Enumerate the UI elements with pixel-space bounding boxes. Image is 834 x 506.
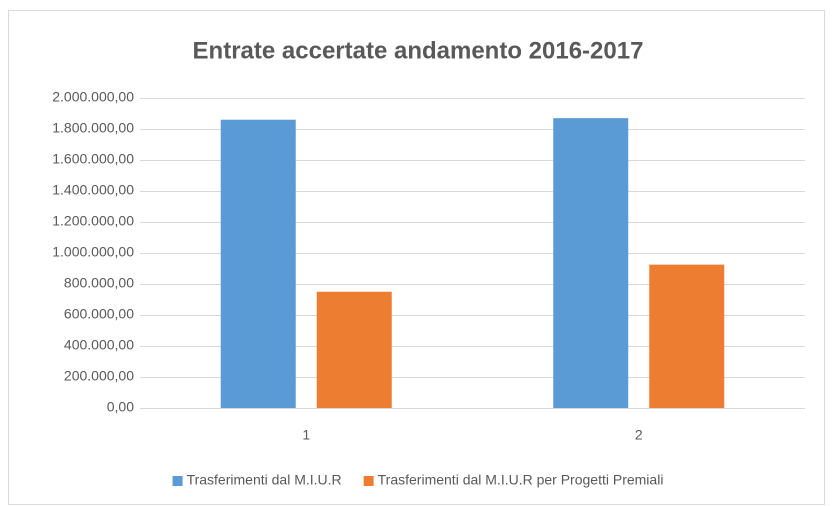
y-tick-label: 600.000,00 — [64, 306, 134, 322]
chart-border — [8, 10, 825, 505]
y-tick-label: 400.000,00 — [64, 337, 134, 353]
y-tick-label: 1.000.000,00 — [52, 244, 134, 260]
y-tick-label: 1.400.000,00 — [52, 182, 134, 198]
legend-label: Trasferimenti dal M.I.U.R per Progetti P… — [378, 472, 664, 488]
legend-swatch — [363, 476, 374, 486]
y-tick-label: 1.600.000,00 — [52, 151, 134, 167]
y-tick-label: 1.200.000,00 — [52, 213, 134, 229]
bar — [316, 291, 392, 408]
bar — [553, 118, 629, 409]
chart-title: Entrate accertate andamento 2016-2017 — [193, 37, 644, 64]
x-tick-label: 2 — [635, 427, 643, 443]
legend-swatch — [172, 476, 183, 486]
y-tick-label: 800.000,00 — [64, 275, 134, 291]
x-tick-label: 1 — [302, 427, 310, 443]
y-tick-label: 200.000,00 — [64, 368, 134, 384]
bar — [649, 264, 725, 408]
y-tick-label: 0,00 — [107, 399, 134, 415]
bar — [220, 119, 296, 408]
y-tick-label: 2.000.000,00 — [52, 89, 134, 105]
y-tick-label: 1.800.000,00 — [52, 120, 134, 136]
legend-label: Trasferimenti dal M.I.U.R — [187, 472, 342, 488]
